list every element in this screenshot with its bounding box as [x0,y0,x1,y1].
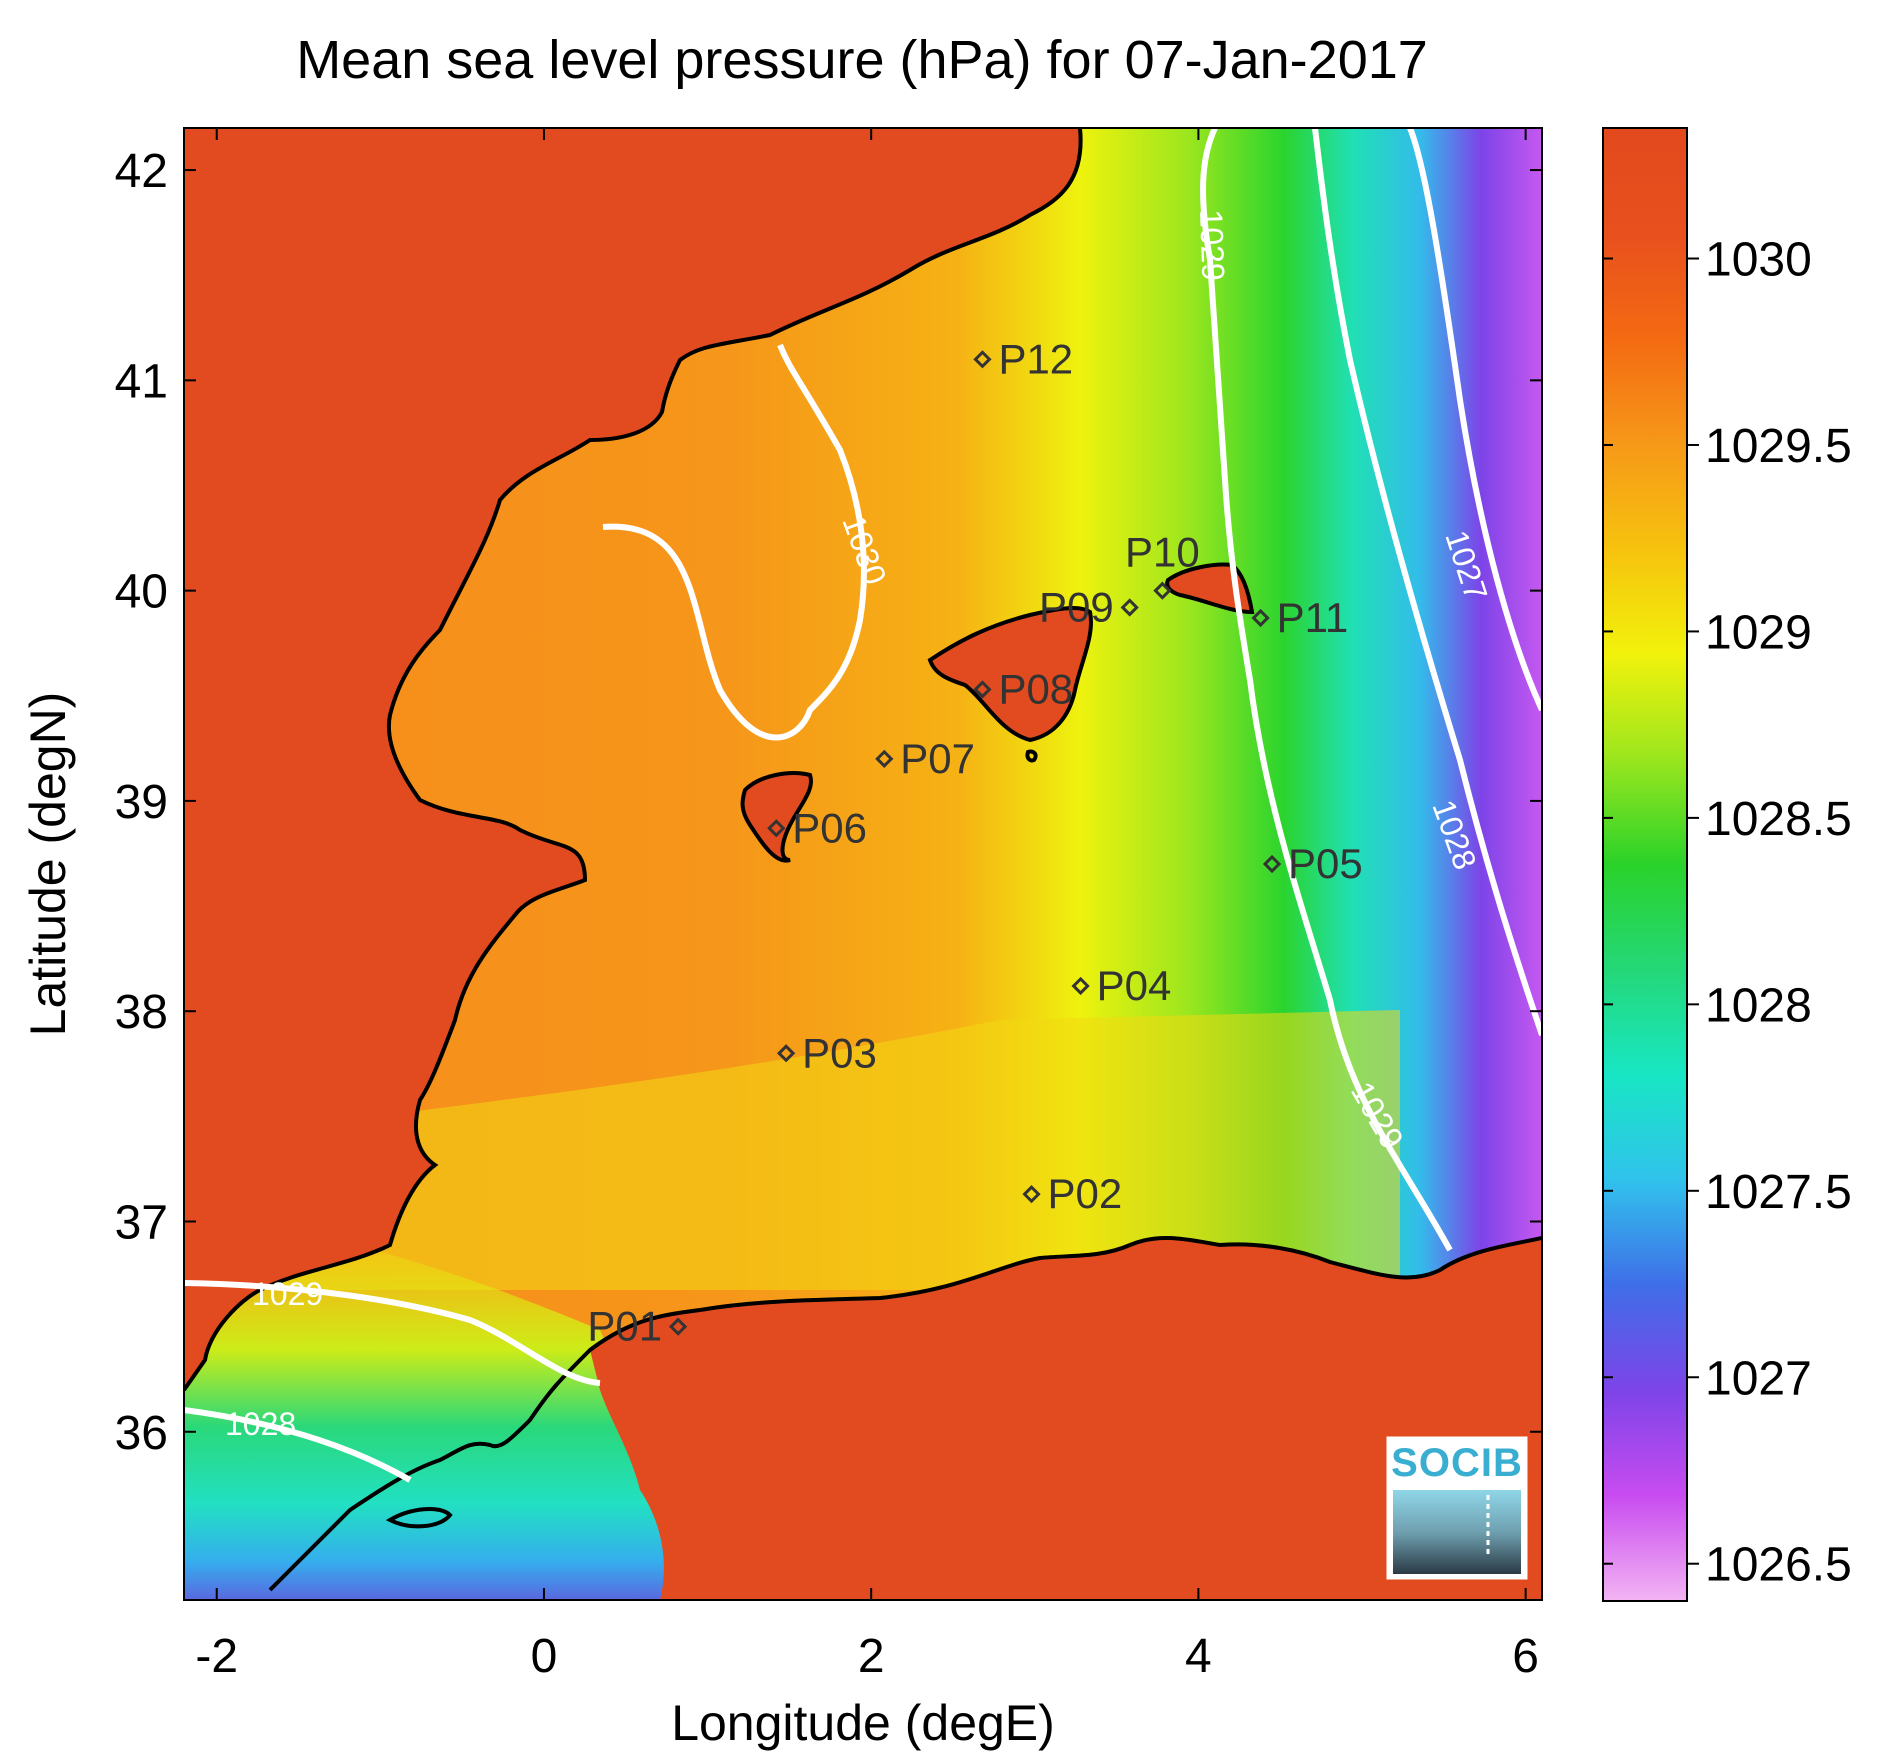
station-marker-p05 [1262,854,1282,874]
colorbar-tick-label: 1029 [1705,606,1812,659]
station-label-p09: P09 [1039,583,1114,630]
x-axis-label: Longitude (degE) [671,1695,1055,1751]
y-tick-label: 39 [115,776,168,829]
station-marker-p12 [973,350,992,369]
y-tick-label: 37 [115,1196,168,1249]
station-marker-p08 [973,680,992,699]
mallorca-coastline [927,606,1093,743]
y-axis-label: Latitude (degN) [20,692,76,1037]
x-tick-label: 4 [1185,1630,1212,1683]
station-marker-p01 [668,1317,688,1336]
southern-sea-yellow-band [184,1010,1400,1290]
contour-1030-line [602,343,867,741]
x-axis-ticks: -2 0 2 4 6 [195,128,1539,1683]
colorbar-tick-label: 1028 [1705,979,1812,1032]
y-tick-label: 40 [115,566,168,619]
station-marker-p03 [776,1044,796,1063]
colorbar-ticks: 1026.5 1027 1027.5 1028 1028.5 1029 1029.5 1030 [1603,234,1852,1592]
contour-1029-west-line [184,1280,601,1386]
socib-logo-water [1393,1490,1521,1574]
plot-frame [183,127,1543,1601]
africa-coastline [268,1235,1542,1592]
north-africa-land [590,1237,1542,1600]
colorbar-tick-label: 1027.5 [1705,1166,1852,1219]
isobar-contours [184,128,1542,1483]
contour-label-1029-east: 1029 [1193,209,1231,281]
x-tick-label: -2 [195,1630,238,1683]
x-tick-label: 6 [1512,1630,1539,1683]
station-label-p03: P03 [802,1029,877,1076]
socib-logo: SOCIB [1386,1436,1528,1580]
station-label-p12: P12 [998,335,1073,382]
station-marker-p04 [1071,976,1090,996]
station-label-p05: P05 [1288,840,1363,887]
colorbar-tick-label: 1030 [1705,234,1812,287]
y-axis-ticks: 36 37 38 39 40 41 42 [115,145,1542,1460]
x-tick-label: 0 [531,1630,558,1683]
station-marker-p11 [1251,608,1270,628]
colorbar-tick-label: 1028.5 [1705,793,1852,846]
chart-title: Mean sea level pressure (hPa) for 07-Jan… [296,30,1428,90]
colorbar-tick-label: 1029.5 [1705,420,1852,473]
southwest-cool-region [184,1215,760,1600]
colorbar-tick-label: 1027 [1705,1352,1812,1405]
cabrera-coastline [1025,749,1038,763]
contour-label-1028-west: 1028 [225,1406,296,1442]
station-label-p11: P11 [1277,594,1349,641]
contour-1029-east-line [1200,128,1453,1252]
map-plot-area: 1030 1029 1029 1029 1028 1028 1027 P01P0… [184,128,1542,1600]
station-label-p01: P01 [587,1303,662,1350]
contour-1028-east-line [1312,128,1542,1036]
iberia-land [184,128,1081,1390]
colorbar-scale [1602,127,1688,1602]
station-label-p02: P02 [1048,1170,1123,1217]
station-marker-p02 [1022,1185,1041,1204]
contour-1027-line [1407,128,1542,712]
station-marker-p06 [767,819,786,838]
colorbar-tick-label: 1026.5 [1705,1539,1852,1592]
mallorca-island [930,608,1092,740]
station-marker-p09 [1120,598,1139,617]
menorca-island [1167,564,1252,612]
alboran-coastline [385,1507,453,1529]
socib-logo-text: SOCIB [1391,1441,1523,1485]
x-tick-label: 2 [858,1630,885,1683]
station-label-p06: P06 [792,804,867,851]
iberia-coastline [184,128,1083,1392]
station-label-p10: P10 [1125,529,1200,576]
station-label-p08: P08 [998,665,1073,712]
contour-label-1029-west: 1029 [252,1276,323,1312]
station-marker-p07 [875,749,894,768]
y-tick-label: 38 [115,986,168,1039]
ibiza-coastline [740,771,813,863]
station-label-p07: P07 [900,735,975,782]
y-tick-label: 36 [115,1407,168,1460]
menorca-coastline [1165,562,1255,615]
y-tick-label: 42 [115,145,168,198]
coastlines [184,128,1542,1592]
station-marker-p10 [1153,581,1172,600]
y-tick-label: 41 [115,355,168,408]
station-label-p04: P04 [1097,962,1172,1009]
contour-1028-west-line [184,1407,412,1483]
